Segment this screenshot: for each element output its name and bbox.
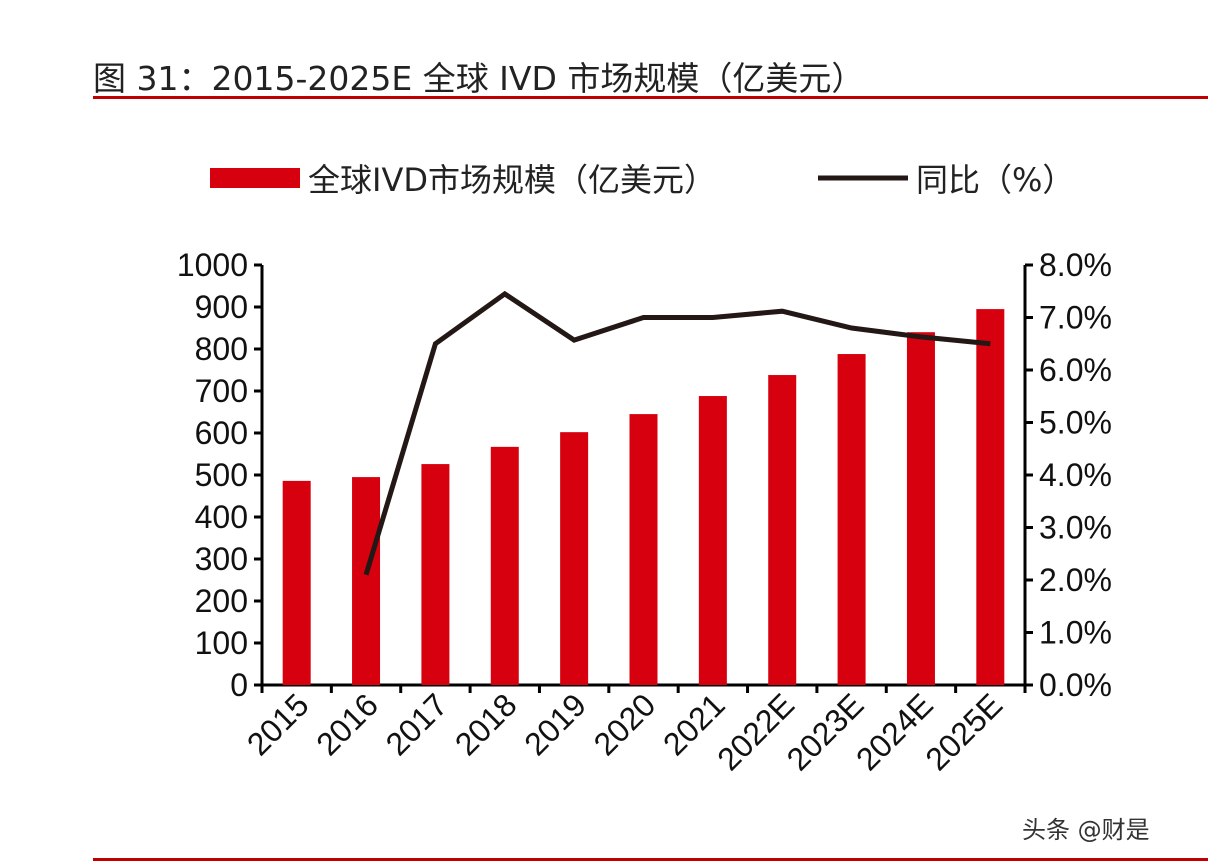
yoy-line bbox=[363, 290, 991, 576]
chart-title: 图 31：2015-2025E 全球 IVD 市场规模（亿美元） bbox=[93, 59, 865, 98]
x-tick-label: 2024E bbox=[849, 686, 940, 777]
left-tick-label: 1000 bbox=[177, 247, 248, 283]
bar bbox=[837, 354, 866, 685]
x-tick-label: 2015 bbox=[240, 686, 316, 762]
bar bbox=[352, 477, 381, 685]
left-tick-label: 0 bbox=[230, 667, 248, 703]
right-tick-label: 1.0% bbox=[1039, 615, 1112, 651]
x-tick-label: 2023E bbox=[780, 686, 871, 777]
legend-bar-label: 全球IVD市场规模（亿美元） bbox=[308, 161, 716, 199]
left-tick-label: 100 bbox=[195, 625, 248, 661]
bar bbox=[976, 309, 1005, 685]
right-tick-label: 6.0% bbox=[1039, 352, 1112, 388]
x-tick-label: 2025E bbox=[918, 686, 1009, 777]
right-tick-label: 7.0% bbox=[1039, 300, 1112, 336]
x-tick-label: 2020 bbox=[587, 686, 663, 762]
left-tick-label: 200 bbox=[195, 583, 248, 619]
watermark: 头条 @财是 bbox=[1022, 816, 1150, 844]
title-divider bbox=[93, 96, 1208, 99]
left-tick-label: 800 bbox=[195, 331, 248, 367]
right-tick-label: 4.0% bbox=[1039, 457, 1112, 493]
left-tick-label: 900 bbox=[195, 289, 248, 325]
bar bbox=[282, 480, 311, 685]
bar bbox=[906, 332, 935, 685]
left-tick-label: 500 bbox=[195, 457, 248, 493]
x-tick-label: 2019 bbox=[517, 686, 593, 762]
bar bbox=[698, 396, 727, 685]
x-tick-label: 2016 bbox=[309, 686, 385, 762]
right-tick-label: 3.0% bbox=[1039, 510, 1112, 546]
x-tick-label: 2018 bbox=[448, 686, 524, 762]
left-tick-label: 600 bbox=[195, 415, 248, 451]
bar bbox=[490, 446, 519, 685]
bar bbox=[560, 432, 589, 685]
bar bbox=[421, 464, 450, 685]
legend-bar-swatch bbox=[210, 168, 300, 188]
right-tick-label: 0.0% bbox=[1039, 667, 1112, 703]
right-tick-label: 8.0% bbox=[1039, 247, 1112, 283]
left-tick-label: 300 bbox=[195, 541, 248, 577]
right-tick-label: 2.0% bbox=[1039, 562, 1112, 598]
left-tick-label: 700 bbox=[195, 373, 248, 409]
right-tick-label: 5.0% bbox=[1039, 405, 1112, 441]
bar bbox=[629, 414, 658, 685]
left-tick-label: 400 bbox=[195, 499, 248, 535]
x-tick-label: 2017 bbox=[379, 686, 455, 762]
bar bbox=[768, 375, 797, 685]
x-tick-label: 2022E bbox=[710, 686, 801, 777]
bottom-divider bbox=[93, 858, 1208, 861]
legend-line-label: 同比（%） bbox=[916, 161, 1074, 199]
